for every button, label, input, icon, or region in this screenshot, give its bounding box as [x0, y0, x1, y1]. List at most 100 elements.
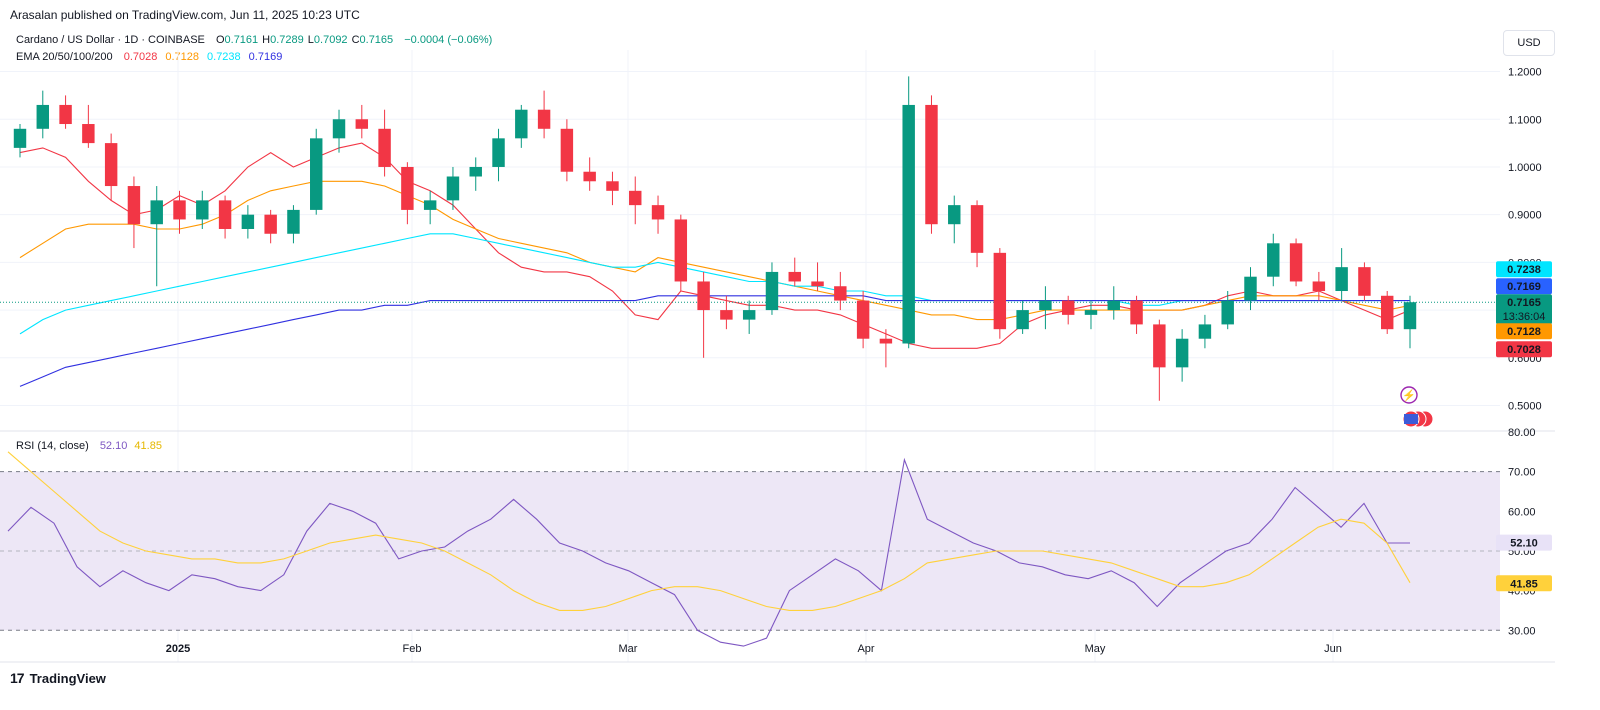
candle-body — [834, 286, 847, 301]
ema-value-3: 0.7169 — [248, 51, 283, 63]
candle-body — [13, 128, 27, 148]
candle-body — [287, 209, 300, 234]
date-axis-tick: 2025 — [166, 643, 190, 655]
price-label-bg — [1496, 261, 1552, 278]
ema-values: 0.7028 0.7128 0.7238 0.7169 — [124, 51, 291, 63]
price-axis-tick: 0.9000 — [1508, 210, 1542, 222]
candle-body — [218, 200, 232, 229]
candle-body — [606, 181, 619, 191]
candle-body — [879, 338, 893, 344]
price-label-bg — [1496, 294, 1552, 325]
ema-legend: EMA 20/50/100/200 0.7028 0.7128 0.7238 0.71… — [16, 51, 294, 63]
ema-value-1: 0.7128 — [165, 51, 200, 63]
candle-body — [1107, 300, 1120, 311]
candle-body — [104, 143, 118, 187]
rsi-legend: RSI (14, close) 52.10 41.85 — [16, 440, 166, 452]
candle-body — [401, 166, 414, 210]
candle-body — [378, 128, 391, 167]
price-label: 0.7128 — [1507, 326, 1541, 338]
price-label-bg — [1496, 323, 1552, 340]
candle-body — [1244, 276, 1257, 301]
candle-body — [82, 124, 95, 144]
candle-body — [1084, 310, 1098, 315]
rsi-axis-tick: 30.00 — [1508, 625, 1536, 637]
price-label: 0.7028 — [1507, 344, 1541, 356]
candle-body — [1061, 300, 1075, 315]
date-axis-tick: May — [1085, 643, 1106, 655]
footer-brand: 17 TradingView — [10, 670, 106, 686]
rsi-axis-tick: 80.00 — [1508, 427, 1536, 439]
candle-body — [1289, 243, 1303, 282]
candle-body — [196, 200, 209, 220]
candle-body — [583, 171, 596, 182]
ema-line-2 — [19, 233, 1410, 335]
candle-body — [629, 190, 642, 206]
ema-label: EMA 20/50/100/200 — [16, 51, 113, 63]
candle-body — [651, 205, 665, 220]
date-axis-tick: Jun — [1324, 643, 1342, 655]
price-axis-tick: 0.5000 — [1508, 401, 1542, 413]
candle-body — [811, 281, 824, 287]
lightning-glyph: ⚡ — [1402, 389, 1416, 402]
rsi-line-0 — [7, 457, 1410, 647]
candle-body — [1130, 300, 1143, 325]
candle-body — [1358, 267, 1371, 296]
rsi-line-1 — [7, 451, 1411, 611]
ohlc-l: L0.7092 — [307, 34, 348, 46]
ema-value-2: 0.7238 — [207, 51, 241, 63]
candle-body — [332, 119, 346, 139]
candle-body — [902, 104, 915, 344]
ohlc-values: O0.7161 H0.7289 L0.7092 C0.7165 — [216, 34, 397, 46]
candle-body — [1312, 281, 1326, 292]
currency-button[interactable]: USD — [1503, 30, 1555, 56]
date-axis-tick: Apr — [857, 643, 874, 655]
price-label: 0.7165 — [1507, 297, 1541, 309]
candle-body — [788, 271, 801, 282]
rsi-value-label-bg — [1496, 534, 1552, 551]
symbol-name: Cardano / US Dollar · 1D · COINBASE — [16, 34, 205, 46]
symbol-legend: Cardano / US Dollar · 1D · COINBASE O0.7… — [16, 34, 496, 46]
price-axis-tick: 1.1000 — [1508, 114, 1542, 126]
candle-body — [970, 205, 984, 253]
date-axis-tick: Feb — [403, 643, 422, 655]
candle-body — [560, 128, 574, 172]
candle-body — [856, 300, 870, 339]
price-label-bg — [1496, 341, 1552, 358]
candle-body — [697, 281, 710, 311]
candle-body — [1016, 310, 1029, 330]
price-axis-tick: 1.0000 — [1508, 162, 1542, 174]
candle-body — [446, 176, 460, 201]
rsi-value-label: 52.10 — [1510, 538, 1538, 550]
candle-body — [423, 200, 437, 210]
candle-body — [1403, 302, 1417, 330]
ohlc-h: H0.7289 — [262, 34, 304, 46]
candle-body — [469, 166, 482, 177]
countdown-label: 13:36:04 — [1503, 311, 1546, 323]
price-change: −0.0004 (−0.06%) — [404, 34, 493, 46]
candle-body — [1175, 338, 1189, 368]
candle-body — [742, 310, 756, 320]
candle-body — [1221, 300, 1234, 325]
candle-body — [1380, 295, 1394, 330]
candle-body — [674, 219, 688, 282]
ema-value-0: 0.7028 — [123, 51, 158, 63]
candle-body — [1198, 324, 1212, 339]
candle-body — [150, 200, 163, 225]
candle-body — [537, 109, 551, 129]
candle-body — [515, 109, 528, 139]
rsi-label: RSI (14, close) — [16, 440, 89, 452]
candle-body — [1039, 300, 1052, 311]
price-label: 0.7169 — [1507, 281, 1541, 293]
candle-body — [1153, 324, 1166, 368]
lightning-icon — [1400, 386, 1418, 404]
candle-body — [925, 104, 938, 225]
price-axis-tick: 1.2000 — [1508, 67, 1542, 79]
ema-line-3 — [19, 295, 1410, 387]
candle-body — [765, 271, 779, 311]
candle-body — [355, 119, 369, 129]
candle-body — [264, 214, 277, 234]
rsi-value-label: 41.85 — [1510, 578, 1538, 590]
rsi-value: 52.10 — [99, 440, 128, 452]
brand-name: TradingView — [29, 670, 106, 686]
